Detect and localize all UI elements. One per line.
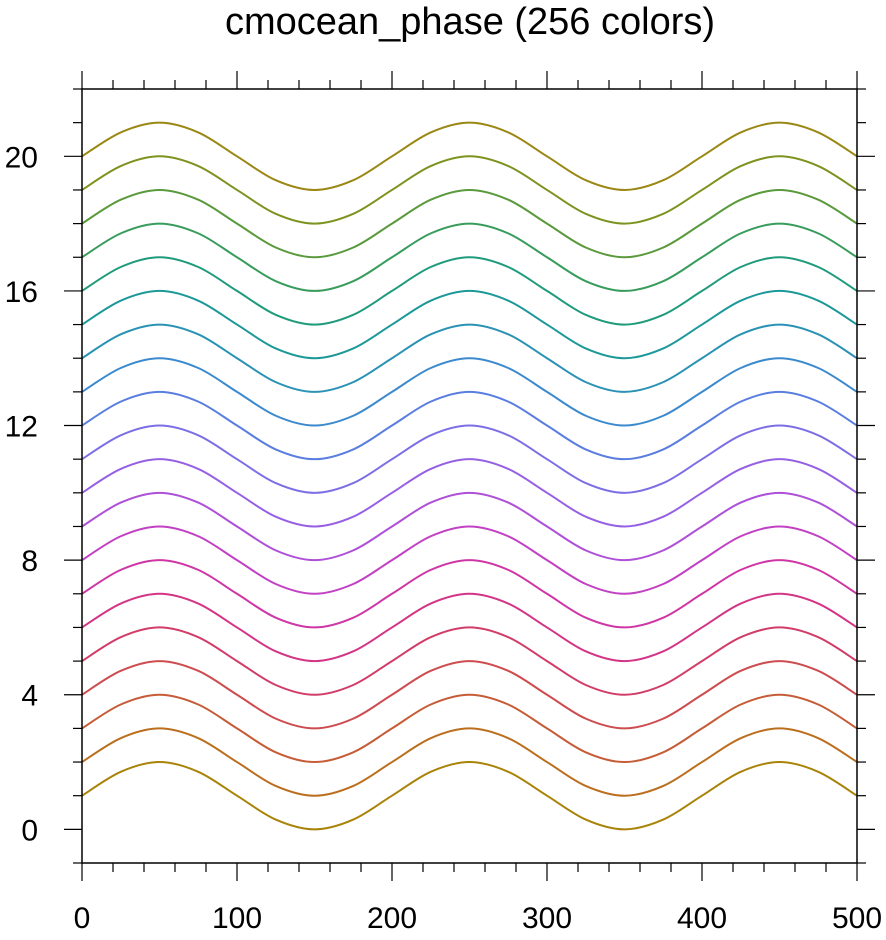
x-tick-label: 400 — [677, 902, 727, 935]
series-line-3 — [81, 693, 858, 764]
series-line-6 — [81, 592, 858, 663]
y-tick-label: 16 — [5, 276, 38, 309]
y-tick-label: 20 — [5, 141, 38, 174]
x-tick-label: 500 — [832, 902, 882, 935]
x-tick-label: 200 — [367, 902, 417, 935]
series-line-1 — [81, 761, 858, 831]
series-line-7 — [81, 559, 858, 629]
series-line-19 — [81, 155, 858, 225]
series-line-14 — [81, 323, 858, 393]
y-tick-label: 12 — [5, 411, 38, 444]
ticks-group — [64, 71, 875, 881]
series-line-4 — [81, 660, 858, 730]
chart-title: cmocean_phase (256 colors) — [225, 1, 715, 43]
x-tick-label: 300 — [522, 902, 572, 935]
series-line-12 — [81, 390, 858, 461]
y-tick-label: 0 — [21, 814, 38, 847]
series-line-15 — [81, 289, 858, 360]
series-line-10 — [81, 458, 858, 528]
series-line-18 — [81, 188, 858, 259]
series-line-16 — [81, 256, 858, 326]
x-tick-label: 100 — [212, 902, 262, 935]
series-line-13 — [81, 357, 858, 427]
y-tick-label: 4 — [21, 680, 38, 713]
series-line-5 — [81, 626, 858, 696]
x-tick-label: 0 — [74, 902, 91, 935]
y-tick-label: 8 — [21, 545, 38, 578]
series-line-8 — [81, 525, 858, 595]
tick-labels-group: 0 100 200 300 400 500 0 4 8 12 16 20 — [5, 141, 882, 935]
series-group — [81, 121, 858, 831]
plot-frame — [81, 88, 858, 864]
series-line-2 — [81, 727, 858, 797]
series-line-9 — [81, 491, 858, 562]
series-line-17 — [81, 222, 858, 292]
series-line-20 — [81, 121, 858, 191]
series-line-11 — [81, 424, 858, 494]
